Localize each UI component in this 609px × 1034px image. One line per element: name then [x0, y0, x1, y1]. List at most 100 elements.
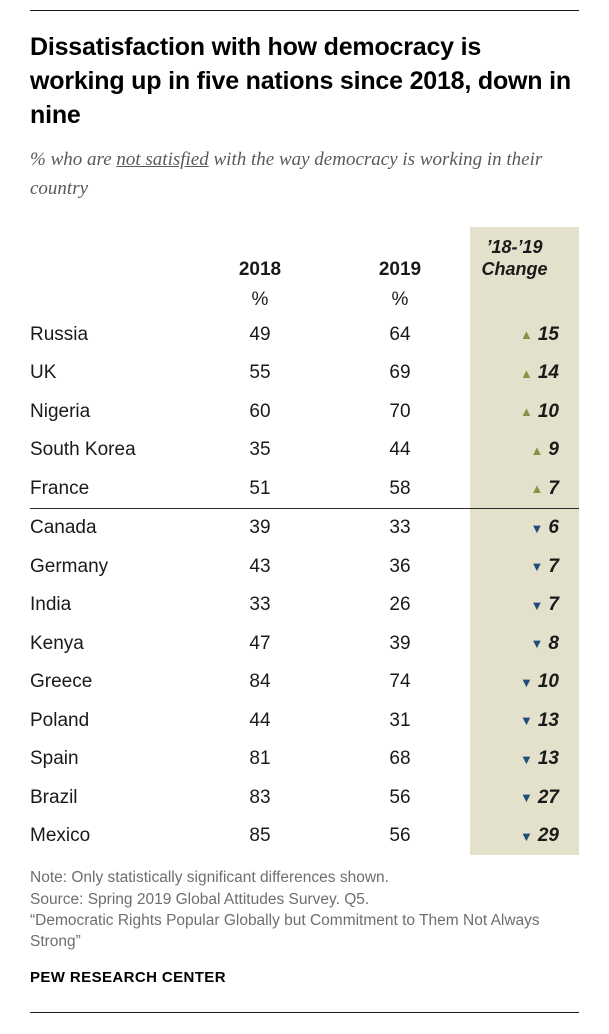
value-2018: 43: [249, 555, 271, 577]
change-cell: ▲ 7: [470, 469, 579, 508]
table-row: Nigeria 60 70 ▲ 10: [30, 392, 579, 431]
table-row: Spain 81 68 ▼ 13: [30, 739, 579, 779]
change-cell: ▼ 8: [470, 624, 579, 663]
source-text: Source: Spring 2019 Global Attitudes Sur…: [30, 890, 370, 908]
bottom-divider: [30, 1011, 579, 1013]
value-2019: 33: [389, 517, 411, 538]
country-label: Kenya: [30, 632, 84, 654]
value-2019: 69: [389, 362, 411, 383]
table-row: Brazil 83 56 ▼ 27: [30, 778, 579, 817]
table-row: Greece 84 74 ▼ 10: [30, 662, 579, 702]
change-cell: ▲ 14: [470, 353, 579, 393]
top-divider: [30, 10, 579, 11]
change-value: 7: [548, 555, 559, 577]
value-2018: 33: [249, 594, 271, 615]
brand: PEW RESEARCH CENTER: [30, 968, 226, 986]
change-value: 14: [537, 362, 559, 383]
country-label: UK: [30, 362, 57, 383]
subtitle-underlined: not satisfied: [116, 149, 209, 171]
table-row: Canada 39 33 ▼ 6: [30, 508, 579, 548]
report-page: Dissatisfaction with how democracy is wo…: [0, 10, 609, 1013]
table-row: Mexico 85 56 ▼ 29: [30, 816, 579, 856]
change-cell: ▼ 27: [470, 778, 579, 817]
table-header-row: 2018 2019 ’18-’19 Change: [30, 227, 579, 286]
change-triangle-icon: ▼: [519, 674, 533, 690]
change-triangle-icon: ▼: [519, 713, 533, 728]
header-change: ’18-’19 Change: [470, 227, 579, 286]
value-2019: 74: [389, 671, 411, 692]
value-2019: 56: [389, 825, 411, 846]
header-change-line1: ’18-’19: [486, 237, 543, 258]
change-triangle-icon: ▼: [530, 636, 544, 651]
value-2019: 26: [389, 594, 411, 615]
change-cell: ▲ 10: [470, 392, 579, 431]
table-row: Germany 43 36 ▼ 7: [30, 547, 579, 586]
header-2019: 2019: [378, 259, 422, 281]
country-label: India: [30, 594, 72, 615]
change-value: 10: [537, 400, 559, 422]
percent-sign-2018: %: [251, 289, 269, 311]
change-triangle-icon: ▼: [530, 520, 544, 536]
value-2019: 64: [389, 323, 411, 345]
country-label: Canada: [30, 517, 97, 538]
change-triangle-icon: ▼: [530, 597, 544, 613]
table-row: India 33 26 ▼ 7: [30, 585, 579, 625]
change-value: 9: [548, 439, 559, 460]
value-2018: 35: [249, 439, 271, 460]
change-triangle-icon: ▼: [519, 828, 533, 844]
chart-subtitle: % who are not satisfied with the way dem…: [30, 146, 550, 203]
change-cell: ▼ 13: [470, 701, 579, 740]
country-label: Russia: [30, 323, 89, 345]
table-row: South Korea 35 44 ▲ 9: [30, 430, 579, 470]
value-2018: 55: [249, 362, 271, 383]
change-triangle-icon: ▲: [519, 404, 533, 419]
table-row: Kenya 47 39 ▼ 8: [30, 624, 579, 663]
header-change-line2: Change: [481, 258, 548, 279]
change-value: 10: [537, 671, 559, 692]
value-2018: 47: [249, 632, 271, 654]
change-triangle-icon: ▼: [519, 751, 533, 767]
change-cell: ▲ 9: [470, 430, 579, 470]
country-label: Poland: [30, 709, 90, 731]
change-value: 7: [548, 477, 559, 499]
value-2019: 58: [389, 477, 411, 499]
change-cell: ▼ 29: [470, 816, 579, 856]
change-triangle-icon: ▲: [530, 442, 544, 458]
report-title: “Democratic Rights Popular Globally but …: [30, 912, 540, 951]
header-2018: 2018: [238, 259, 282, 281]
country-label: Spain: [30, 748, 79, 769]
change-value: 15: [537, 323, 559, 345]
value-2019: 36: [389, 555, 411, 577]
percent-change-spacer: [470, 285, 579, 316]
value-2018: 83: [249, 786, 271, 808]
country-label: Germany: [30, 555, 109, 577]
value-2018: 84: [249, 671, 271, 692]
value-2019: 70: [389, 400, 411, 422]
change-triangle-icon: ▼: [519, 790, 533, 805]
note-text: Note: Only statistically significant dif…: [30, 869, 389, 887]
country-label: France: [30, 477, 90, 499]
value-2018: 51: [249, 477, 271, 499]
change-triangle-icon: ▲: [530, 481, 544, 496]
value-2018: 49: [249, 323, 271, 345]
change-cell: ▲ 15: [470, 315, 579, 354]
value-2018: 85: [249, 825, 271, 846]
subtitle-suffix: with the way democracy is working in the…: [30, 149, 543, 199]
change-value: 7: [548, 594, 559, 615]
change-cell: ▼ 6: [470, 508, 579, 548]
change-value: 8: [548, 632, 559, 654]
change-value: 6: [548, 517, 559, 538]
footnotes: Note: Only statistically significant dif…: [30, 867, 575, 953]
table-row: UK 55 69 ▲ 14: [30, 353, 579, 393]
country-label: Brazil: [30, 786, 78, 808]
change-triangle-icon: ▲: [519, 327, 533, 342]
change-cell: ▼ 7: [470, 585, 579, 625]
value-2018: 60: [249, 400, 271, 422]
value-2019: 68: [389, 748, 411, 769]
percent-row: % %: [30, 285, 579, 316]
percent-sign-2019: %: [391, 289, 409, 311]
change-triangle-icon: ▲: [519, 365, 533, 381]
value-2019: 31: [389, 709, 411, 731]
table-row: France 51 58 ▲ 7: [30, 469, 579, 509]
change-cell: ▼ 10: [470, 662, 579, 702]
